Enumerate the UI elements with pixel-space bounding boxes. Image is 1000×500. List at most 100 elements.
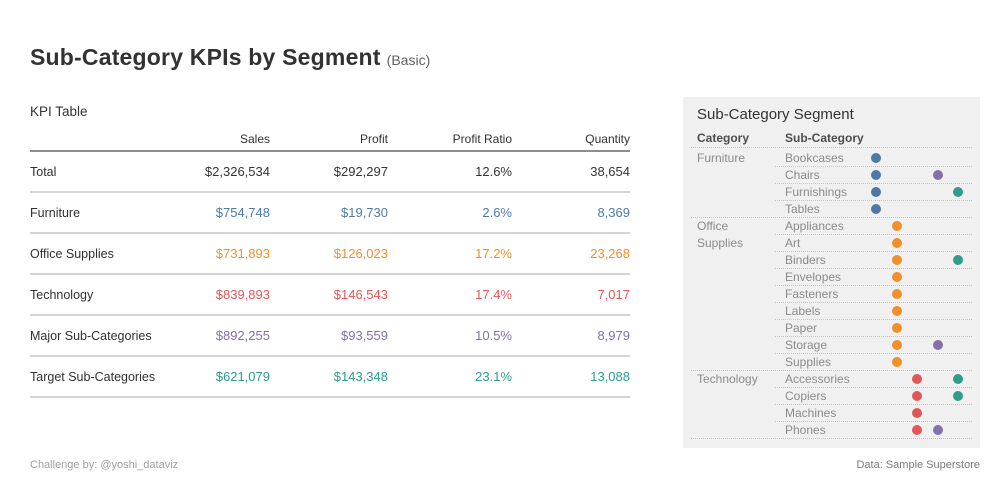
page-subtitle: (Basic): [386, 52, 431, 68]
segment-row[interactable]: Paper: [683, 320, 980, 337]
row-separator: [775, 387, 972, 388]
segment-dot-office[interactable]: [892, 357, 902, 367]
segment-row[interactable]: Copiers: [683, 388, 980, 405]
segment-dot-furniture[interactable]: [871, 153, 881, 163]
table-row[interactable]: Office Supplies $731,893 $126,023 17.2% 23,2…: [30, 234, 630, 275]
footer-credit: Challenge by: @yoshi_dataviz: [30, 459, 179, 471]
segment-row[interactable]: Fasteners: [683, 286, 980, 303]
segment-dot-office[interactable]: [892, 340, 902, 350]
row-separator: [775, 183, 972, 184]
segment-row[interactable]: Chairs: [683, 167, 980, 184]
row-separator: [775, 404, 972, 405]
kpi-column-header: Profit: [359, 132, 388, 146]
segment-row[interactable]: Technology Accessories: [683, 371, 980, 388]
kpi-value: $621,079: [215, 369, 270, 384]
footer-source: Data: Sample Superstore: [856, 459, 980, 471]
kpi-column-header: Quantity: [585, 132, 630, 146]
row-label: Total: [30, 164, 57, 179]
row-label: Target Sub-Categories: [30, 369, 156, 384]
segment-dot-target[interactable]: [953, 374, 963, 384]
subcategory-label: Furnishings: [785, 185, 848, 199]
segment-dot-office[interactable]: [892, 221, 902, 231]
page-title-row: Sub-Category KPIs by Segment (Basic): [30, 44, 430, 71]
subcategory-label: Appliances: [785, 219, 844, 233]
segment-dot-office[interactable]: [892, 323, 902, 333]
segment-dot-furniture[interactable]: [871, 170, 881, 180]
table-row[interactable]: Target Sub-Categories $621,079 $143,348 23.…: [30, 357, 630, 398]
segment-row[interactable]: Supplies: [683, 354, 980, 371]
segment-row[interactable]: Office Appliances: [683, 218, 980, 235]
segment-row[interactable]: Storage: [683, 337, 980, 354]
subcategory-label: Art: [785, 236, 801, 250]
subcategory-label: Phones: [785, 423, 826, 437]
table-row[interactable]: Technology $839,893 $146,543 17.4% 7,017: [30, 275, 630, 316]
category-label: Furniture: [697, 151, 746, 165]
segment-row[interactable]: Machines: [683, 405, 980, 422]
kpi-table-header: Sales Profit Profit Ratio Quantity: [30, 128, 630, 152]
segment-dot-office[interactable]: [892, 272, 902, 282]
page-title: Sub-Category KPIs by Segment: [30, 44, 381, 70]
row-separator: [775, 421, 972, 422]
kpi-column-header: Profit Ratio: [452, 132, 512, 146]
kpi-value: $143,348: [333, 369, 388, 384]
subcategory-label: Binders: [785, 253, 826, 267]
row-separator: [691, 438, 972, 439]
row-separator: [775, 302, 972, 303]
table-row[interactable]: Major Sub-Categories $892,255 $93,559 10.5%…: [30, 316, 630, 357]
subcategory-label: Machines: [785, 406, 837, 420]
segment-row[interactable]: Envelopes: [683, 269, 980, 286]
category-label: Supplies: [697, 236, 744, 250]
segment-dot-target[interactable]: [953, 187, 963, 197]
segment-dot-technology[interactable]: [912, 425, 922, 435]
segment-row[interactable]: Binders: [683, 252, 980, 269]
row-label: Office Supplies: [30, 246, 114, 261]
kpi-value: 7,017: [597, 287, 630, 302]
segment-dot-office[interactable]: [892, 289, 902, 299]
segment-dot-technology[interactable]: [912, 408, 922, 418]
subcategory-label: Supplies: [785, 355, 832, 369]
segment-dot-major[interactable]: [933, 170, 943, 180]
kpi-value: 17.2%: [475, 246, 512, 261]
kpi-value: 38,654: [590, 164, 630, 179]
segment-dot-office[interactable]: [892, 255, 902, 265]
kpi-value: $292,297: [333, 164, 388, 179]
segment-dot-furniture[interactable]: [871, 204, 881, 214]
segment-dot-furniture[interactable]: [871, 187, 881, 197]
header-separator: [691, 147, 972, 148]
kpi-value: 23,268: [590, 246, 630, 261]
row-label: Technology: [30, 287, 94, 302]
segment-dot-target[interactable]: [953, 255, 963, 265]
segment-row[interactable]: Phones: [683, 422, 980, 439]
segment-row[interactable]: Labels: [683, 303, 980, 320]
segment-row[interactable]: Furnishings: [683, 184, 980, 201]
kpi-value: $93,559: [341, 328, 388, 343]
segment-row[interactable]: Furniture Bookcases: [683, 150, 980, 167]
kpi-value: 10.5%: [475, 328, 512, 343]
segment-row[interactable]: Tables: [683, 201, 980, 218]
kpi-value: 8,979: [597, 328, 630, 343]
row-separator: [775, 251, 972, 252]
segment-dot-major[interactable]: [933, 425, 943, 435]
segment-row[interactable]: Supplies Art: [683, 235, 980, 252]
segment-dot-office[interactable]: [892, 306, 902, 316]
kpi-value: $146,543: [333, 287, 388, 302]
table-row[interactable]: Total $2,326,534 $292,297 12.6% 38,654: [30, 152, 630, 193]
segment-dot-office[interactable]: [892, 238, 902, 248]
segment-dot-technology[interactable]: [912, 391, 922, 401]
subcategory-label: Paper: [785, 321, 818, 335]
row-separator: [775, 234, 972, 235]
segment-dot-technology[interactable]: [912, 374, 922, 384]
subcategory-label: Labels: [785, 304, 821, 318]
segment-dot-target[interactable]: [953, 391, 963, 401]
row-separator: [775, 336, 972, 337]
subcategory-label: Copiers: [785, 389, 827, 403]
subcategory-label: Chairs: [785, 168, 820, 182]
row-separator: [775, 353, 972, 354]
kpi-value: $754,748: [215, 205, 270, 220]
segment-dot-major[interactable]: [933, 340, 943, 350]
kpi-table-title: KPI Table: [30, 104, 88, 119]
table-row[interactable]: Furniture $754,748 $19,730 2.6% 8,369: [30, 193, 630, 234]
segment-panel: Sub-Category Segment Category Sub-Catego…: [683, 97, 980, 448]
row-separator: [775, 166, 972, 167]
kpi-value: $126,023: [333, 246, 388, 261]
